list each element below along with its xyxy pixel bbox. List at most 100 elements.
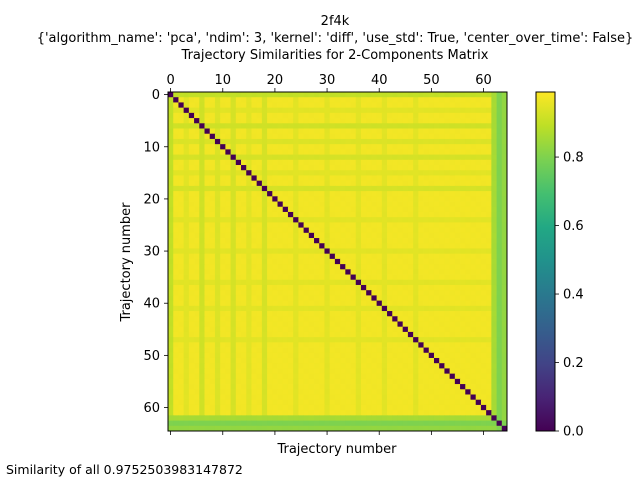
heatmap-cell bbox=[303, 389, 310, 395]
heatmap-cell bbox=[183, 373, 190, 380]
heatmap-cell bbox=[486, 420, 492, 427]
heatmap-cell bbox=[272, 269, 278, 275]
heatmap-cell bbox=[387, 128, 393, 135]
heatmap-cell bbox=[465, 154, 471, 161]
heatmap-cell bbox=[282, 97, 289, 103]
heatmap-cell bbox=[267, 404, 273, 411]
heatmap-cell bbox=[428, 185, 435, 192]
heatmap-cell bbox=[345, 170, 351, 176]
heatmap-cell bbox=[418, 175, 424, 182]
heatmap-cell bbox=[449, 342, 456, 348]
heatmap-cell bbox=[183, 420, 190, 427]
heatmap-cell bbox=[334, 159, 341, 166]
heatmap-cell bbox=[433, 227, 440, 234]
heatmap-cell bbox=[303, 227, 310, 234]
heatmap-cell bbox=[423, 264, 430, 270]
heatmap-cell bbox=[501, 243, 508, 249]
heatmap-cell bbox=[449, 217, 456, 223]
heatmap-cell bbox=[178, 133, 185, 140]
heatmap-cell bbox=[178, 118, 185, 124]
heatmap-cell bbox=[225, 300, 231, 307]
heatmap-cell bbox=[460, 290, 466, 296]
heatmap-cell bbox=[501, 180, 508, 187]
heatmap-cell bbox=[220, 201, 226, 208]
heatmap-cell bbox=[194, 399, 200, 406]
heatmap-cell bbox=[303, 154, 310, 161]
heatmap-cell bbox=[308, 316, 315, 322]
heatmap-cell bbox=[413, 97, 419, 103]
heatmap-cell bbox=[392, 154, 398, 161]
heatmap-cell bbox=[246, 112, 252, 119]
heatmap-cell bbox=[287, 394, 294, 401]
heatmap-cell bbox=[480, 170, 487, 176]
heatmap-cell bbox=[501, 357, 508, 364]
heatmap-cell bbox=[282, 107, 289, 114]
heatmap-cell bbox=[423, 165, 430, 171]
heatmap-cell bbox=[277, 149, 284, 155]
heatmap-cell bbox=[428, 102, 435, 109]
heatmap-cell bbox=[376, 274, 383, 281]
heatmap-cell bbox=[491, 154, 497, 161]
heatmap-cell bbox=[470, 232, 477, 239]
heatmap-cell bbox=[449, 404, 456, 411]
heatmap-cell bbox=[287, 321, 294, 328]
heatmap-cell bbox=[324, 378, 331, 385]
heatmap-cell bbox=[345, 290, 351, 296]
heatmap-cell bbox=[209, 279, 216, 286]
heatmap-cell bbox=[225, 97, 231, 103]
heatmap-cell bbox=[303, 211, 310, 218]
heatmap-cell bbox=[334, 425, 341, 432]
heatmap-cell bbox=[225, 175, 231, 182]
heatmap-cell bbox=[392, 290, 398, 296]
heatmap-cell bbox=[293, 384, 299, 390]
heatmap-cell bbox=[433, 279, 440, 286]
heatmap-cell bbox=[173, 331, 179, 338]
heatmap-cell bbox=[366, 300, 372, 307]
heatmap-cell bbox=[251, 331, 258, 338]
heatmap-cell bbox=[345, 180, 351, 187]
heatmap-cell bbox=[282, 279, 289, 286]
heatmap-cell bbox=[209, 217, 216, 223]
heatmap-cell bbox=[360, 191, 367, 197]
heatmap-cell bbox=[392, 420, 398, 427]
heatmap-cell bbox=[407, 373, 414, 380]
heatmap-cell bbox=[486, 238, 492, 244]
heatmap-cell bbox=[256, 144, 263, 150]
heatmap-cell bbox=[282, 149, 289, 155]
heatmap-cell bbox=[350, 279, 357, 286]
heatmap-cell bbox=[188, 180, 195, 187]
heatmap-cell bbox=[209, 196, 216, 202]
heatmap-cell bbox=[209, 144, 216, 150]
heatmap-cell bbox=[267, 196, 273, 202]
heatmap-cell bbox=[355, 128, 362, 135]
heatmap-cell bbox=[480, 102, 487, 109]
heatmap-cell bbox=[340, 258, 346, 265]
heatmap-cell bbox=[496, 185, 503, 192]
heatmap-cell bbox=[340, 170, 346, 176]
heatmap-cell bbox=[360, 410, 367, 416]
heatmap-cell bbox=[261, 342, 268, 348]
heatmap-cell bbox=[444, 363, 451, 369]
heatmap-cell bbox=[319, 404, 325, 411]
heatmap-cell bbox=[235, 337, 242, 343]
heatmap-cell bbox=[496, 107, 503, 114]
heatmap-cell bbox=[449, 384, 456, 390]
heatmap-cell bbox=[308, 321, 315, 328]
heatmap-cell bbox=[235, 305, 242, 312]
heatmap-cell bbox=[204, 232, 211, 239]
heatmap-cell bbox=[454, 284, 461, 291]
heatmap-cell bbox=[256, 185, 263, 192]
heatmap-cell bbox=[168, 107, 174, 114]
heatmap-cell bbox=[319, 321, 325, 328]
heatmap-cell bbox=[282, 316, 289, 322]
heatmap-cell bbox=[314, 384, 320, 390]
heatmap-cell bbox=[183, 269, 190, 275]
heatmap-cell bbox=[470, 191, 477, 197]
heatmap-cell bbox=[491, 201, 497, 208]
heatmap-cell bbox=[397, 347, 404, 354]
heatmap-cell bbox=[256, 128, 263, 135]
heatmap-cell bbox=[329, 337, 336, 343]
heatmap-cell bbox=[256, 347, 263, 354]
heatmap-cell bbox=[475, 363, 482, 369]
heatmap-cell bbox=[277, 227, 284, 234]
